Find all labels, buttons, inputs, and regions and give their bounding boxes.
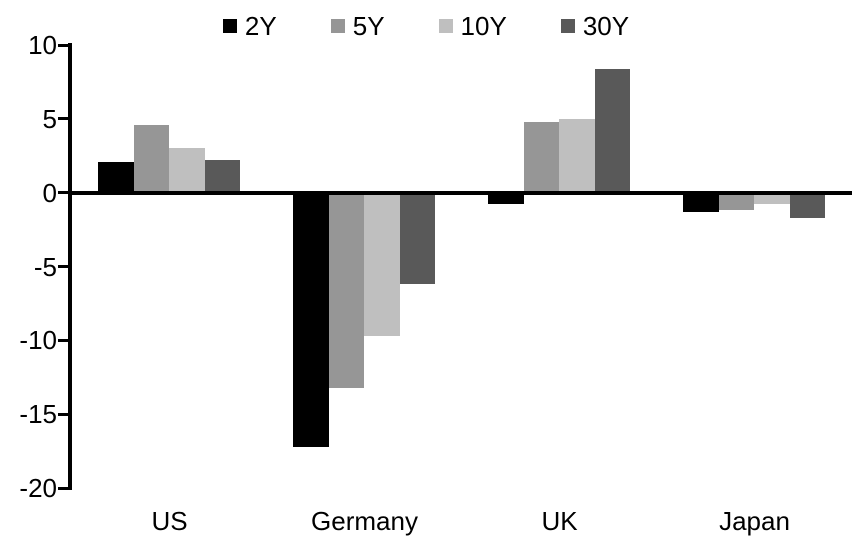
bar-us-5y xyxy=(133,124,169,193)
bar-germany-10y xyxy=(364,192,400,336)
bar-uk-2y xyxy=(488,192,524,205)
bar-uk-5y xyxy=(523,121,559,193)
bar-us-30y xyxy=(204,160,240,193)
bar-japan-30y xyxy=(789,192,825,218)
legend-label: 10Y xyxy=(460,11,507,41)
y-axis-tick-label: -20 xyxy=(19,473,57,503)
y-axis-tick xyxy=(58,265,68,268)
category-label-japan: Japan xyxy=(719,506,790,536)
y-axis-tick xyxy=(58,486,68,490)
legend-swatch-icon xyxy=(222,19,237,33)
legend-item-10y: 10Y xyxy=(438,11,507,41)
y-axis-tick-label: -10 xyxy=(19,325,57,356)
y-axis-tick-label: 10 xyxy=(28,30,57,60)
bar-japan-2y xyxy=(683,192,719,212)
category-label-uk: UK xyxy=(541,506,578,536)
legend-label: 30Y xyxy=(582,11,630,41)
legend-swatch-icon xyxy=(438,19,453,33)
category-label-us: US xyxy=(151,506,188,536)
y-axis-tick xyxy=(58,43,68,47)
legend-item-30y: 30Y xyxy=(560,11,630,41)
legend-label: 2Y xyxy=(244,11,277,41)
y-axis-tick-label: 0 xyxy=(42,177,57,208)
legend-item-5y: 5Y xyxy=(330,11,385,41)
y-axis-tick xyxy=(58,338,68,342)
legend: 2Y 5Y 10Y 30Y xyxy=(0,11,852,41)
y-axis-tick xyxy=(58,191,68,195)
bar-japan-10y xyxy=(754,192,790,205)
y-axis-tick xyxy=(58,412,68,416)
bar-us-2y xyxy=(98,161,134,193)
legend-label: 5Y xyxy=(352,11,385,41)
category-label-germany: Germany xyxy=(311,506,418,536)
bar-germany-5y xyxy=(328,192,364,388)
bar-uk-10y xyxy=(559,118,595,193)
bar-us-10y xyxy=(169,148,205,193)
y-axis-tick xyxy=(58,117,68,121)
bar-japan-5y xyxy=(718,192,754,211)
y-axis-line xyxy=(68,43,72,490)
legend-item-2y: 2Y xyxy=(222,11,277,41)
legend-swatch-icon xyxy=(560,19,575,33)
bar-germany-2y xyxy=(293,192,329,447)
zero-baseline xyxy=(68,190,852,195)
y-axis-tick-label: -5 xyxy=(33,251,57,282)
y-axis-tick-label: 5 xyxy=(42,103,57,134)
bar-germany-30y xyxy=(399,192,435,285)
legend-swatch-icon xyxy=(330,19,345,33)
bar-uk-30y xyxy=(594,68,630,193)
y-axis-tick-label: -15 xyxy=(19,399,57,430)
